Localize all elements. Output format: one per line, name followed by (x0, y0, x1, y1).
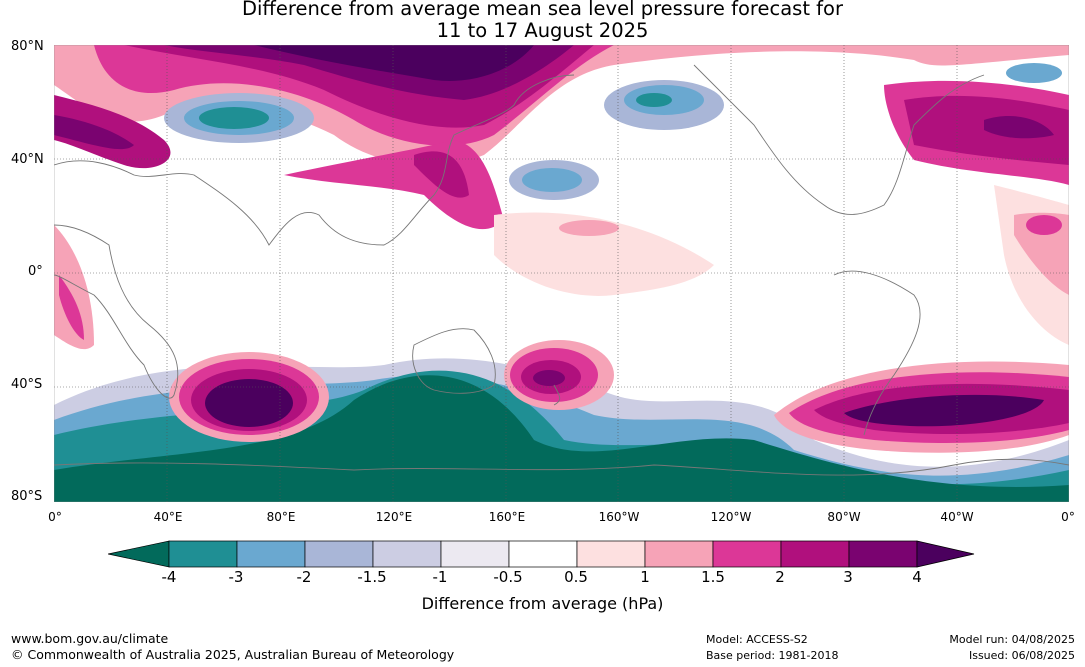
footer-website: www.bom.gov.au/climate (11, 631, 169, 646)
colorbar-tick-label: 1.5 (701, 568, 725, 586)
footer-issued: Issued: 06/08/2025 (968, 649, 1075, 662)
lat-label-40n: 40°N (11, 152, 44, 167)
footer-model: Model: ACCESS-S2 (706, 633, 808, 646)
colorbar-swatch (644, 540, 714, 568)
lon-label-80w: 80°W (827, 510, 861, 524)
colorbar-swatch (372, 540, 442, 568)
colorbar-swatch (508, 540, 578, 568)
colorbar-tick-label: -1.5 (357, 568, 387, 586)
footer-base-period: Base period: 1981-2018 (706, 649, 839, 662)
colorbar-swatch (108, 540, 170, 568)
lon-label-120w: 120°W (710, 510, 752, 524)
lat-label-40s: 40°S (11, 377, 43, 392)
map-title-line2: 11 to 17 August 2025 (436, 19, 649, 42)
colorbar-swatch (848, 540, 918, 568)
colorbar-tick-label: -1 (432, 568, 448, 586)
colorbar-swatch (304, 540, 374, 568)
colorbar-tick-label: 1 (640, 568, 650, 586)
colorbar-swatch (780, 540, 850, 568)
colorbar-swatch (440, 540, 510, 568)
lon-label-160w: 160°W (598, 510, 640, 524)
colorbar-swatch (712, 540, 782, 568)
pressure-anomaly-map (54, 45, 1069, 502)
colorbar-title: Difference from average (hPa) (421, 594, 664, 613)
colorbar-tick-label: 3 (843, 568, 853, 586)
colorbar-tick-label: 4 (912, 568, 922, 586)
colorbar-tick-label: 2 (775, 568, 785, 586)
colorbar-swatch (168, 540, 238, 568)
colorbar-swatch (236, 540, 306, 568)
lon-label-40w: 40°W (940, 510, 974, 524)
colorbar (108, 540, 975, 568)
lon-label-80e: 80°E (266, 510, 296, 524)
colorbar-swatch (916, 540, 975, 568)
lat-label-80s: 80°S (11, 489, 43, 504)
colorbar-tick-label: -3 (228, 568, 244, 586)
map-title-line1: Difference from average mean sea level p… (242, 0, 843, 20)
footer-model-run: Model run: 04/08/2025 (949, 633, 1075, 646)
lon-label-120e: 120°E (375, 510, 413, 524)
colorbar-swatch (576, 540, 646, 568)
lon-label-0: 0° (48, 510, 62, 524)
footer-copyright: © Commonwealth of Australia 2025, Austra… (11, 647, 455, 662)
colorbar-tick-label: -0.5 (493, 568, 523, 586)
colorbar-tick-label: -2 (296, 568, 312, 586)
lon-label-0-right: 0° (1061, 510, 1075, 524)
colorbar-tick-label: -4 (161, 568, 177, 586)
lon-label-40e: 40°E (153, 510, 183, 524)
lon-label-160e: 160°E (488, 510, 526, 524)
lat-label-0: 0° (28, 264, 43, 279)
lat-label-80n: 80°N (11, 39, 44, 54)
colorbar-tick-label: 0.5 (564, 568, 588, 586)
